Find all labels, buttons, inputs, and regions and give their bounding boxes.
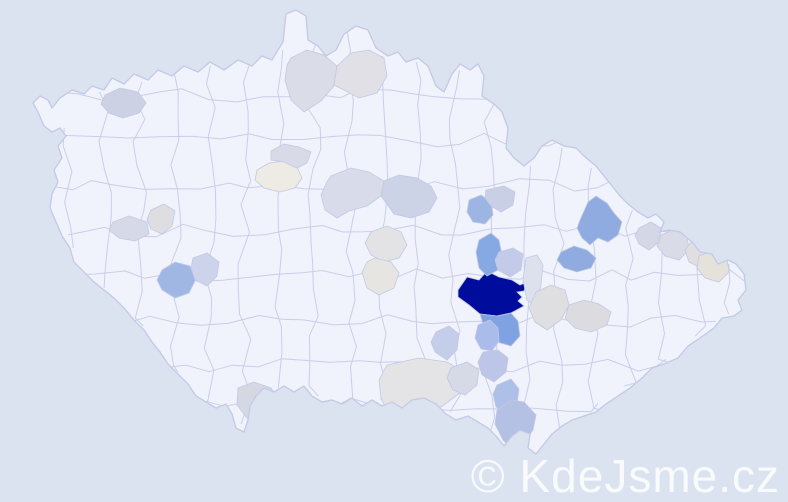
district-center-beige-f[interactable] bbox=[361, 257, 400, 296]
district-east-warmgray-a[interactable] bbox=[528, 284, 570, 331]
district-center-gray-c[interactable] bbox=[320, 167, 385, 219]
district-south-gray-k[interactable] bbox=[446, 361, 480, 396]
district-nw-karlovyvary[interactable] bbox=[100, 87, 147, 119]
district-south-blue-g[interactable] bbox=[430, 325, 460, 361]
district-east-warmgray-b[interactable] bbox=[564, 299, 612, 333]
shaded-districts bbox=[100, 49, 730, 451]
district-e-of-navy-light[interactable] bbox=[494, 247, 524, 278]
district-north-a[interactable] bbox=[284, 49, 338, 113]
district-nw-of-navy[interactable] bbox=[466, 194, 494, 225]
district-south-blue-i[interactable] bbox=[477, 349, 509, 383]
district-center-beige-e[interactable] bbox=[364, 225, 408, 263]
district-south-blue-h[interactable] bbox=[474, 319, 500, 352]
district-above-prague[interactable] bbox=[270, 143, 312, 169]
district-west-lightblue[interactable] bbox=[190, 252, 220, 287]
district-center-gray-d[interactable] bbox=[380, 174, 438, 219]
district-fareast-grayblue[interactable] bbox=[634, 221, 662, 251]
district-west-blue[interactable] bbox=[156, 261, 197, 299]
district-prague[interactable] bbox=[254, 160, 303, 193]
district-west-gray-a[interactable] bbox=[108, 215, 150, 242]
district-west-gray-b[interactable] bbox=[146, 203, 176, 235]
district-east-blue-upper[interactable] bbox=[576, 195, 623, 246]
district-n-of-navy-gray[interactable] bbox=[484, 185, 516, 213]
district-east-blue-lower[interactable] bbox=[556, 245, 597, 273]
country-outline bbox=[32, 9, 747, 455]
kdejsme-watermark: © KdeJsme.cz bbox=[470, 449, 780, 502]
district-north-b[interactable] bbox=[333, 49, 388, 99]
